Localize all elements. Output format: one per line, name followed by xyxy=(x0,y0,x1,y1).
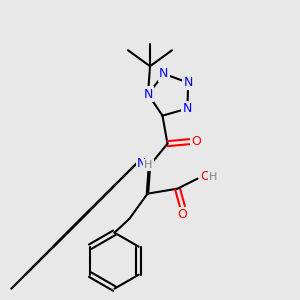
Text: H: H xyxy=(144,160,153,170)
Text: N: N xyxy=(159,68,169,80)
Text: N: N xyxy=(183,102,192,115)
Text: O: O xyxy=(178,208,188,221)
Text: N: N xyxy=(143,88,153,101)
Text: H: H xyxy=(209,172,218,182)
Text: O: O xyxy=(191,135,201,148)
Text: N: N xyxy=(137,157,146,170)
Text: O: O xyxy=(200,170,210,183)
Text: N: N xyxy=(184,76,193,89)
